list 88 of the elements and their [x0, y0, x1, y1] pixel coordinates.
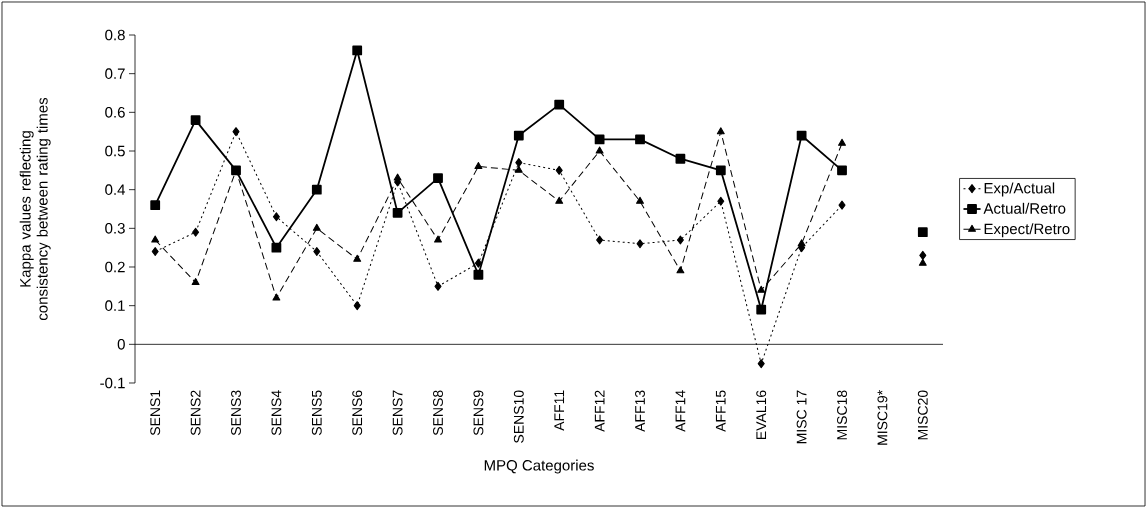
point: [434, 281, 442, 291]
point: [919, 250, 927, 260]
x-tick-label: MISC19*: [877, 390, 888, 445]
point: [636, 196, 644, 204]
x-tick-label: SENS5: [311, 390, 322, 436]
y-tick-label: 0.6: [105, 107, 125, 118]
point: [474, 161, 483, 169]
x-tick-label: AFF12: [594, 390, 605, 432]
point: [190, 115, 201, 125]
x-tick-label: SENS10: [513, 390, 524, 443]
point: [311, 184, 322, 195]
point: [837, 165, 847, 176]
point: [232, 127, 240, 137]
point: [434, 235, 442, 243]
point: [271, 242, 282, 253]
point: [675, 153, 686, 164]
point: [756, 304, 767, 315]
x-tick-label: SENS4: [271, 390, 282, 436]
point: [595, 146, 604, 154]
point: [596, 235, 604, 245]
legend-label: Actual/Retro: [983, 202, 1066, 214]
x-tick-label: SENS7: [392, 390, 403, 436]
point: [191, 277, 200, 285]
point: [514, 165, 523, 173]
x-tick-label: SENS9: [473, 390, 484, 436]
y-tick-label: 0.7: [105, 68, 125, 79]
point: [272, 293, 281, 301]
legend-label: Exp/Actual: [984, 182, 1055, 197]
y-tick-label: 0.1: [105, 300, 125, 311]
y-tick-label: 0.5: [105, 145, 125, 157]
point: [353, 301, 361, 311]
x-tick-label: MISC20: [917, 390, 928, 440]
point: [433, 173, 443, 183]
x-tick-label: SENS1: [150, 390, 161, 436]
point: [392, 207, 403, 218]
y-tick-label: 0.2: [105, 261, 125, 273]
point: [150, 200, 161, 211]
x-tick-label: AFF13: [635, 390, 645, 432]
point: [515, 158, 523, 168]
x-tick-label: EVAL16: [756, 390, 767, 440]
y-tick-label: 0: [117, 339, 125, 350]
point: [151, 247, 159, 257]
y-tick-label: 0.3: [105, 223, 125, 234]
y-tick-label: -0.1: [100, 377, 125, 389]
point: [757, 285, 766, 293]
x-tick-label: SENS6: [352, 390, 363, 436]
point: [151, 235, 160, 243]
x-tick-label: AFF14: [675, 390, 686, 432]
point: [555, 196, 564, 204]
x-tick-label: AFF11: [554, 390, 565, 431]
y-tick-label: 0.4: [105, 184, 126, 195]
point: [636, 239, 644, 249]
point: [918, 258, 927, 266]
point: [594, 134, 605, 145]
point: [313, 247, 321, 257]
point: [555, 165, 563, 175]
point: [353, 254, 362, 262]
x-axis-title: MPQ Categories: [484, 459, 594, 474]
point: [676, 266, 685, 274]
point: [554, 99, 565, 110]
point: [796, 130, 807, 141]
point: [474, 258, 482, 268]
point: [635, 134, 645, 145]
point: [757, 359, 765, 369]
point: [473, 269, 484, 280]
point: [272, 212, 280, 222]
point: [312, 223, 321, 231]
point: [715, 165, 726, 176]
point: [192, 227, 200, 237]
point: [838, 200, 846, 210]
point: [917, 227, 928, 238]
point: [352, 45, 363, 56]
y-axis-title: Kappa values reflecting consistency between rating times: [19, 97, 51, 321]
x-tick-label: SENS8: [433, 390, 443, 436]
point: [716, 127, 725, 135]
x-tick-label: SENS3: [231, 390, 241, 436]
point: [797, 239, 806, 247]
point: [393, 173, 402, 181]
point: [676, 235, 684, 245]
y-tick-label: 0.8: [105, 29, 125, 41]
x-tick-label: AFF15: [715, 390, 726, 432]
x-tick-label: MISC18: [837, 390, 847, 440]
x-tick-label: SENS2: [190, 390, 201, 436]
point: [717, 196, 725, 206]
legend-label: Expect/Retro: [984, 223, 1070, 238]
point: [838, 138, 846, 146]
x-tick-label: MISC 17: [796, 390, 807, 444]
point: [513, 130, 524, 141]
